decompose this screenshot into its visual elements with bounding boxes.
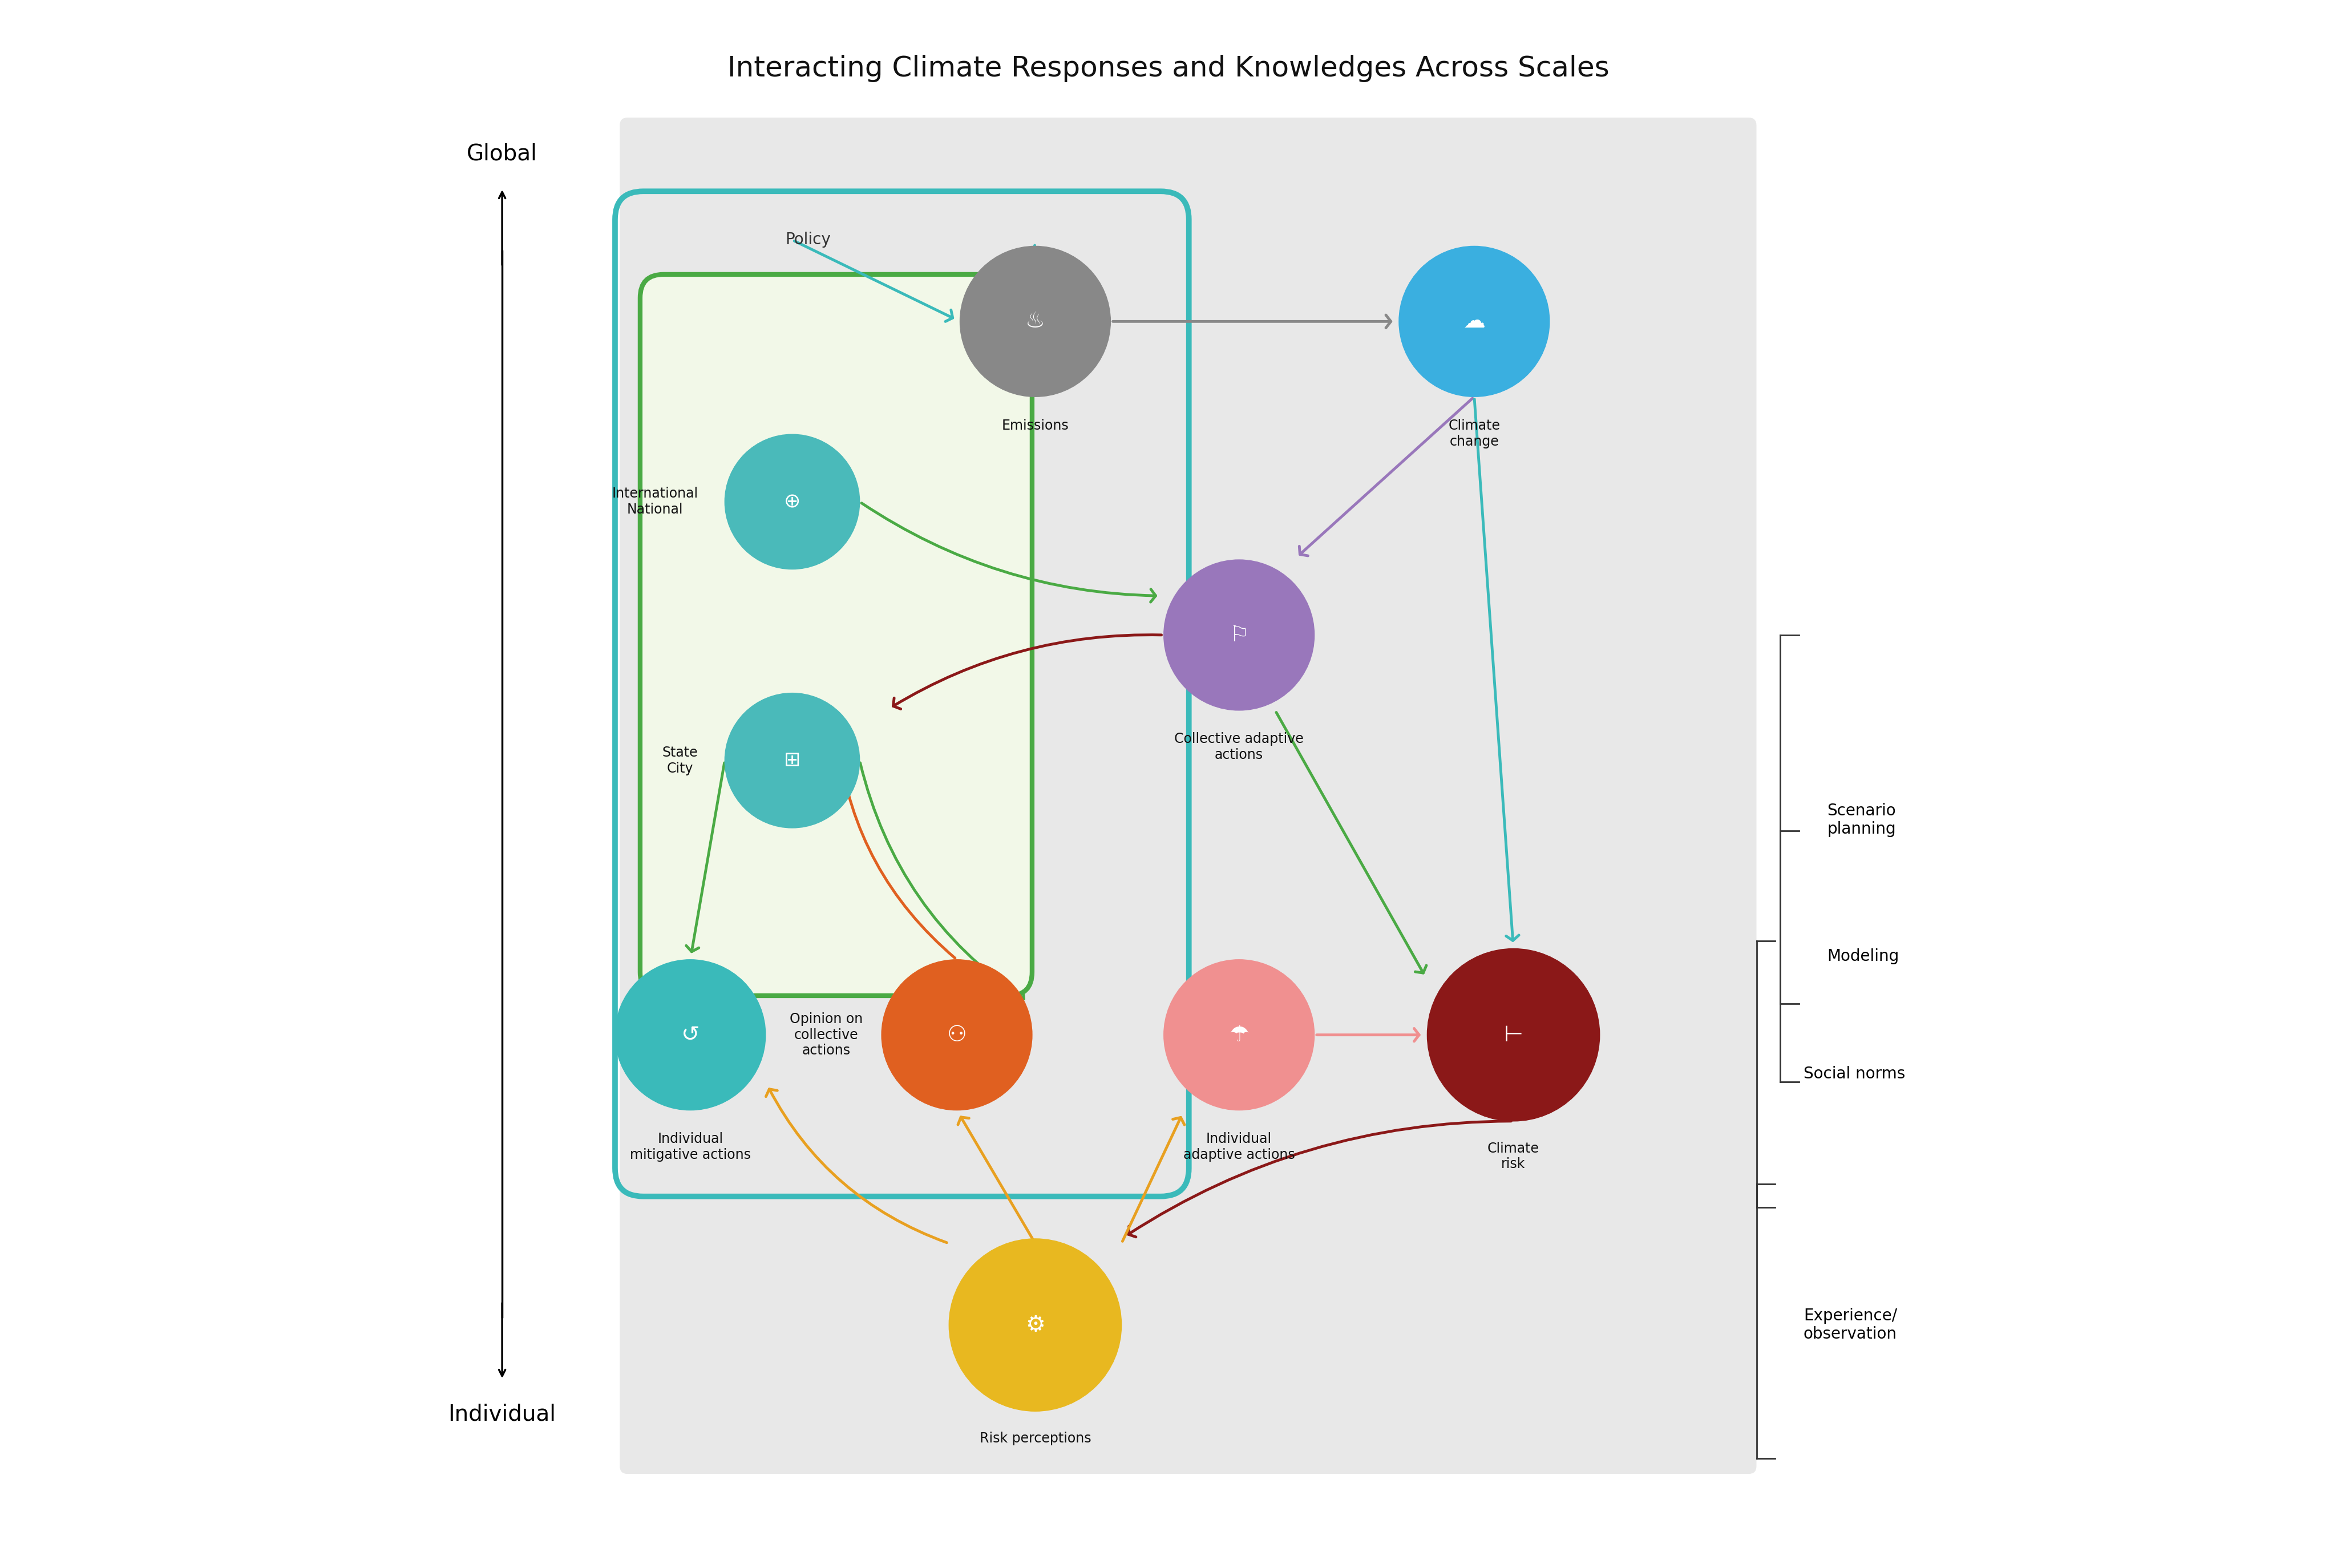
Text: Global: Global (467, 143, 538, 165)
Text: Climate
change: Climate change (1449, 419, 1500, 448)
Text: Climate
risk: Climate risk (1486, 1142, 1540, 1171)
FancyBboxPatch shape (640, 274, 1033, 996)
FancyBboxPatch shape (619, 118, 1757, 1474)
Circle shape (949, 1239, 1122, 1411)
Circle shape (1400, 246, 1549, 397)
Text: ↺: ↺ (680, 1024, 699, 1046)
Text: Interacting Climate Responses and Knowledges Across Scales: Interacting Climate Responses and Knowle… (727, 55, 1610, 82)
Text: Policy: Policy (785, 232, 830, 248)
Text: Experience/
observation: Experience/ observation (1804, 1308, 1898, 1342)
Circle shape (1164, 560, 1313, 710)
Text: ⊕: ⊕ (783, 492, 802, 511)
Text: State
City: State City (661, 746, 699, 775)
Text: Individual: Individual (449, 1403, 556, 1425)
Text: International
National: International National (612, 488, 699, 516)
Text: ⊞: ⊞ (783, 751, 802, 770)
Circle shape (724, 434, 860, 569)
Text: Modeling: Modeling (1828, 949, 1900, 964)
Circle shape (615, 960, 767, 1110)
Circle shape (961, 246, 1110, 397)
Circle shape (881, 960, 1033, 1110)
Text: ⚐: ⚐ (1229, 624, 1248, 646)
Circle shape (1164, 960, 1313, 1110)
Circle shape (1428, 949, 1599, 1121)
Text: Scenario
planning: Scenario planning (1828, 803, 1895, 837)
Text: ☂: ☂ (1229, 1024, 1248, 1046)
Text: ⊢: ⊢ (1503, 1024, 1524, 1046)
Text: ⚇: ⚇ (946, 1024, 968, 1046)
Text: Social norms: Social norms (1804, 1066, 1905, 1082)
Text: ⚙: ⚙ (1026, 1314, 1045, 1336)
Text: ☁: ☁ (1463, 310, 1486, 332)
Text: Individual
mitigative actions: Individual mitigative actions (629, 1132, 750, 1162)
Text: Collective adaptive
actions: Collective adaptive actions (1176, 732, 1304, 762)
Text: Risk perceptions: Risk perceptions (979, 1432, 1091, 1446)
Text: Emissions: Emissions (1003, 419, 1068, 433)
Text: Individual
adaptive actions: Individual adaptive actions (1183, 1132, 1295, 1162)
Text: Opinion on
collective
actions: Opinion on collective actions (790, 1013, 862, 1057)
Text: ♨: ♨ (1026, 310, 1045, 332)
Circle shape (724, 693, 860, 828)
